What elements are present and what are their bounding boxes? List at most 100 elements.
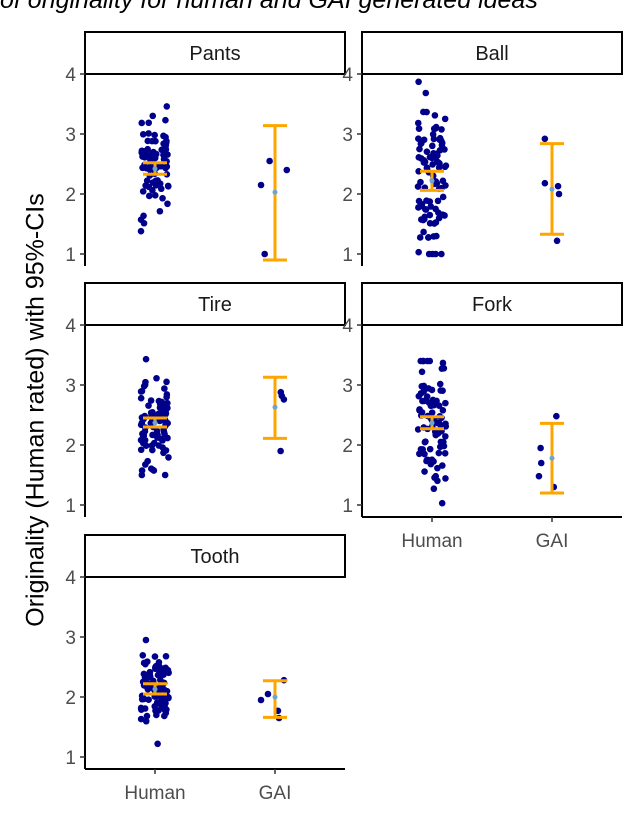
human-point — [423, 148, 431, 155]
gai-point — [553, 237, 561, 245]
gai-point — [541, 179, 549, 187]
x-tick-label: Human — [401, 531, 462, 552]
gai-point — [555, 190, 563, 198]
human-point — [423, 457, 430, 465]
gai-mean-point — [272, 404, 278, 410]
gai-point — [554, 182, 562, 190]
human-point — [423, 164, 431, 172]
human-point — [425, 234, 432, 241]
human-point — [433, 232, 440, 240]
human-point — [149, 179, 157, 186]
human-point — [418, 382, 426, 390]
human-point — [429, 142, 436, 150]
human-point — [158, 146, 165, 154]
panel-fork: Fork 1 2 3 4 Human GAI — [342, 282, 623, 552]
human-point — [418, 368, 426, 376]
human-point — [140, 382, 148, 390]
y-tick-label: 1 — [65, 245, 76, 266]
human-point — [429, 131, 437, 138]
human-point — [164, 200, 171, 208]
human-point — [144, 686, 152, 693]
panel-ball: Ball 1 2 3 4 — [342, 31, 623, 266]
human-point — [139, 651, 147, 659]
human-point — [437, 438, 445, 446]
human-point — [140, 219, 148, 227]
human-point — [422, 206, 430, 213]
human-point — [415, 78, 422, 86]
human-point — [159, 444, 166, 451]
gai-point — [257, 696, 265, 704]
human-point — [439, 211, 446, 218]
y-tick-label: 2 — [342, 185, 353, 206]
human-point — [439, 359, 447, 367]
human-point — [162, 116, 169, 124]
gai-mean-point — [549, 186, 555, 192]
strip-label: Tooth — [191, 546, 240, 568]
gai-mean-point — [272, 694, 278, 700]
gai-point — [266, 157, 273, 165]
human-point — [151, 131, 158, 139]
human-point — [430, 485, 438, 493]
human-point — [160, 132, 167, 140]
human-point — [441, 115, 449, 123]
human-point — [434, 430, 442, 437]
human-point — [155, 707, 162, 714]
human-point — [149, 186, 156, 194]
strip-label: Pants — [189, 43, 240, 65]
strip-box — [84, 31, 346, 75]
human-point — [153, 374, 160, 382]
human-point — [440, 364, 448, 372]
human-point — [434, 464, 441, 472]
human-point — [442, 399, 449, 407]
y-tick-label: 4 — [65, 568, 76, 589]
human-point — [161, 471, 169, 479]
human-point — [160, 428, 168, 436]
human-point — [419, 446, 427, 453]
human-point — [165, 454, 172, 461]
human-point — [160, 671, 167, 679]
human-point — [139, 188, 147, 195]
human-point — [438, 499, 446, 507]
human-point — [438, 250, 445, 258]
human-mean-point — [152, 686, 158, 692]
human-point — [163, 393, 170, 401]
human-point — [431, 112, 439, 119]
human-point — [160, 155, 168, 163]
human-point — [163, 378, 170, 386]
human-point — [438, 126, 445, 133]
human-point — [428, 409, 436, 416]
human-point — [423, 108, 430, 116]
human-point — [145, 130, 152, 137]
human-point — [427, 402, 435, 410]
y-tick-label: 2 — [65, 185, 76, 206]
human-point — [415, 168, 422, 175]
human-point — [416, 145, 423, 153]
human-point — [149, 409, 156, 416]
human-point — [157, 185, 165, 193]
human-point — [432, 123, 440, 131]
y-tick-label: 1 — [342, 496, 353, 517]
human-point — [140, 148, 148, 155]
human-point — [422, 89, 430, 97]
human-point — [137, 421, 145, 429]
human-point — [434, 159, 442, 166]
y-tick-label: 3 — [65, 376, 76, 397]
human-point — [426, 445, 434, 453]
human-point — [139, 439, 147, 447]
gai-point — [257, 181, 265, 189]
human-point — [159, 194, 166, 202]
human-point — [427, 203, 435, 210]
y-tick-label: 1 — [65, 496, 76, 517]
human-point — [165, 694, 172, 702]
human-point — [137, 227, 145, 235]
gai-mean-point — [272, 189, 278, 195]
human-point — [162, 142, 170, 150]
y-tick-label: 3 — [65, 125, 76, 146]
human-point — [152, 663, 159, 671]
gai-point — [537, 444, 544, 452]
human-point — [137, 394, 145, 402]
gai-mean-point — [549, 455, 555, 461]
human-mean-point — [429, 178, 435, 184]
gai-point — [553, 412, 560, 420]
human-point — [439, 407, 447, 414]
